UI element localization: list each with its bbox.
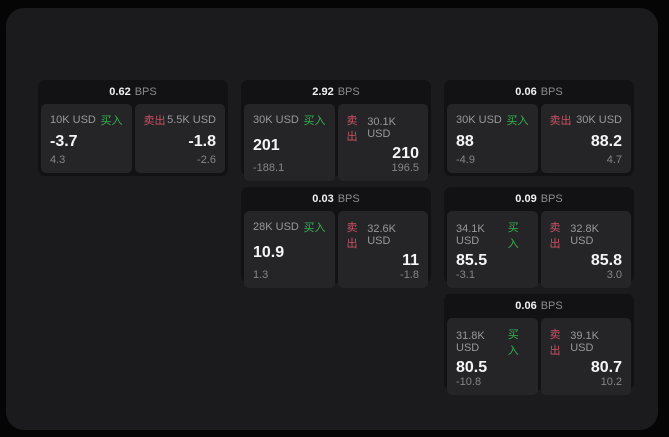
buy-label: 买入: [303, 222, 326, 234]
sell-price: 85.8: [590, 252, 622, 269]
spread-header: 0.06 BPS: [444, 80, 634, 104]
buy-sell-panels: 10K USD 买入 -3.7 4.3 卖出 5.5K USD -1.8 -2.…: [38, 104, 228, 176]
spread-header: 0.06 BPS: [444, 294, 634, 318]
buy-panel[interactable]: 30K USD 买入 201 -188.1: [244, 104, 335, 181]
quote-cards-grid: 0.62 BPS 10K USD 买入 -3.7 4.3 卖出 5.5K USD: [38, 80, 634, 395]
buy-label: 买入: [506, 115, 529, 127]
buy-label: 买入: [303, 115, 326, 127]
sell-size: 32.6K USD: [367, 223, 396, 247]
spread-unit: BPS: [540, 300, 563, 312]
buy-delta: -188.1: [253, 162, 285, 174]
sell-label: 卖出: [549, 329, 561, 357]
quote-card: 0.62 BPS 10K USD 买入 -3.7 4.3 卖出 5.5K USD: [38, 80, 228, 176]
spread-header: 0.62 BPS: [38, 80, 228, 104]
sell-size: 30K USD: [576, 114, 622, 126]
spread-unit: BPS: [337, 193, 360, 205]
sell-price: 88.2: [590, 133, 622, 150]
sell-panel[interactable]: 卖出 30.1K USD 210 196.5: [337, 104, 428, 181]
buy-size: 31.8K USD: [456, 330, 485, 354]
sell-price: 11: [402, 252, 419, 269]
quote-card: 0.03 BPS 28K USD 买入 10.9 1.3 卖出 32.6K US…: [241, 187, 431, 288]
sell-delta: 3.0: [606, 269, 622, 281]
sell-label: 卖出: [549, 222, 561, 250]
buy-panel[interactable]: 34.1K USD 买入 85.5 -3.1: [447, 211, 538, 288]
spread-value: 0.06: [515, 300, 537, 312]
buy-panel[interactable]: 31.8K USD 买入 80.5 -10.8: [447, 318, 538, 395]
buy-label: 买入: [507, 329, 519, 357]
buy-delta: -10.8: [456, 376, 482, 388]
buy-sell-panels: 28K USD 买入 10.9 1.3 卖出 32.6K USD 11 -1.8: [241, 211, 431, 291]
buy-price: 85.5: [456, 252, 488, 269]
sell-size: 39.1K USD: [570, 330, 599, 354]
sell-delta: 196.5: [391, 162, 419, 174]
buy-panel[interactable]: 30K USD 买入 88 -4.9: [447, 104, 538, 173]
buy-delta: 1.3: [253, 269, 269, 281]
buy-label: 买入: [100, 115, 123, 127]
sell-panel[interactable]: 卖出 30K USD 88.2 4.7: [540, 104, 631, 173]
sell-delta: 4.7: [606, 154, 622, 166]
buy-size: 30K USD: [456, 114, 502, 126]
spread-unit: BPS: [337, 86, 360, 98]
spread-unit: BPS: [540, 86, 563, 98]
sell-label: 卖出: [346, 115, 358, 143]
sell-size: 32.8K USD: [570, 223, 599, 247]
buy-label: 买入: [507, 222, 519, 250]
spread-header: 2.92 BPS: [241, 80, 431, 104]
sell-size: 30.1K USD: [367, 116, 396, 140]
buy-delta: 4.3: [50, 154, 66, 166]
buy-price: 88: [456, 133, 474, 150]
quote-card: 0.06 BPS 30K USD 买入 88 -4.9 卖出 30K USD: [444, 80, 634, 176]
spread-unit: BPS: [134, 86, 157, 98]
buy-price: 10.9: [253, 244, 285, 261]
sell-delta: -1.8: [400, 269, 419, 281]
quote-card: 0.09 BPS 34.1K USD 买入 85.5 -3.1 卖出 32.8K…: [444, 187, 634, 288]
sell-price: -1.8: [188, 133, 216, 150]
buy-price: 201: [253, 137, 280, 154]
sell-label: 卖出: [346, 222, 358, 250]
spread-value: 0.06: [515, 86, 537, 98]
spread-value: 0.09: [515, 193, 537, 205]
sell-panel[interactable]: 卖出 39.1K USD 80.7 10.2: [540, 318, 631, 395]
buy-sell-panels: 30K USD 买入 201 -188.1 卖出 30.1K USD 210 1…: [241, 104, 431, 184]
sell-label: 卖出: [143, 115, 166, 127]
buy-sell-panels: 31.8K USD 买入 80.5 -10.8 卖出 39.1K USD 80.…: [444, 318, 634, 398]
buy-price: 80.5: [456, 359, 488, 376]
sell-price: 210: [392, 145, 419, 162]
quote-card: 2.92 BPS 30K USD 买入 201 -188.1 卖出 30.1K …: [241, 80, 431, 181]
sell-label: 卖出: [549, 115, 572, 127]
buy-price: -3.7: [50, 133, 78, 150]
buy-size: 28K USD: [253, 221, 299, 233]
buy-size: 10K USD: [50, 114, 96, 126]
sell-size: 5.5K USD: [167, 114, 216, 126]
spread-value: 0.62: [109, 86, 131, 98]
buy-panel[interactable]: 10K USD 买入 -3.7 4.3: [41, 104, 132, 173]
buy-size: 34.1K USD: [456, 223, 485, 247]
spread-header: 0.09 BPS: [444, 187, 634, 211]
sell-price: 80.7: [590, 359, 622, 376]
buy-sell-panels: 34.1K USD 买入 85.5 -3.1 卖出 32.8K USD 85.8…: [444, 211, 634, 291]
spread-value: 0.03: [312, 193, 334, 205]
sell-panel[interactable]: 卖出 5.5K USD -1.8 -2.6: [134, 104, 225, 173]
sell-panel[interactable]: 卖出 32.6K USD 11 -1.8: [337, 211, 428, 288]
spread-value: 2.92: [312, 86, 334, 98]
buy-delta: -3.1: [456, 269, 475, 281]
buy-delta: -4.9: [456, 154, 475, 166]
buy-panel[interactable]: 28K USD 买入 10.9 1.3: [244, 211, 335, 288]
buy-sell-panels: 30K USD 买入 88 -4.9 卖出 30K USD 88.2 4.7: [444, 104, 634, 176]
sell-panel[interactable]: 卖出 32.8K USD 85.8 3.0: [540, 211, 631, 288]
sell-delta: 10.2: [600, 376, 622, 388]
quote-card: 0.06 BPS 31.8K USD 买入 80.5 -10.8 卖出 39.1…: [444, 294, 634, 395]
spread-header: 0.03 BPS: [241, 187, 431, 211]
buy-size: 30K USD: [253, 114, 299, 126]
sell-delta: -2.6: [197, 154, 216, 166]
app-panel: 0.62 BPS 10K USD 买入 -3.7 4.3 卖出 5.5K USD: [6, 8, 658, 430]
spread-unit: BPS: [540, 193, 563, 205]
